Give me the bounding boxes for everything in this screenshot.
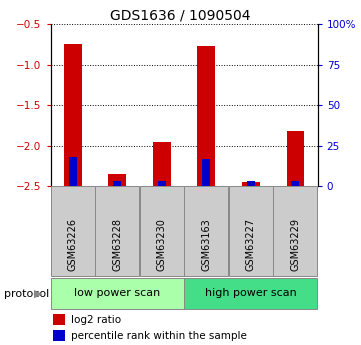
- Text: GDS1636 / 1090504: GDS1636 / 1090504: [110, 9, 251, 23]
- FancyBboxPatch shape: [95, 186, 139, 276]
- FancyBboxPatch shape: [140, 186, 184, 276]
- Text: GSM63230: GSM63230: [157, 218, 167, 270]
- Text: low power scan: low power scan: [74, 288, 160, 298]
- Bar: [153, 142, 171, 186]
- Bar: [242, 182, 260, 186]
- Text: high power scan: high power scan: [205, 288, 297, 298]
- Bar: [203, 159, 210, 186]
- Text: ▶: ▶: [34, 289, 42, 299]
- Bar: [53, 314, 65, 325]
- Bar: [69, 157, 77, 186]
- Text: GSM63163: GSM63163: [201, 218, 212, 270]
- Text: GSM63227: GSM63227: [246, 217, 256, 270]
- FancyBboxPatch shape: [184, 186, 229, 276]
- FancyBboxPatch shape: [51, 186, 95, 276]
- Text: GSM63229: GSM63229: [290, 218, 300, 270]
- Text: protocol: protocol: [4, 289, 49, 299]
- Bar: [247, 181, 255, 186]
- Text: log2 ratio: log2 ratio: [71, 315, 121, 325]
- Bar: [113, 181, 121, 186]
- Bar: [287, 131, 304, 186]
- Bar: [197, 46, 215, 186]
- Text: GSM63228: GSM63228: [112, 218, 122, 270]
- FancyBboxPatch shape: [184, 278, 317, 309]
- Text: GSM63226: GSM63226: [68, 218, 78, 270]
- Bar: [64, 45, 82, 186]
- FancyBboxPatch shape: [51, 278, 184, 309]
- Bar: [158, 181, 166, 186]
- FancyBboxPatch shape: [273, 186, 317, 276]
- Bar: [108, 174, 126, 186]
- Bar: [291, 181, 299, 186]
- Text: percentile rank within the sample: percentile rank within the sample: [71, 331, 247, 341]
- Bar: [53, 330, 65, 341]
- FancyBboxPatch shape: [229, 186, 273, 276]
